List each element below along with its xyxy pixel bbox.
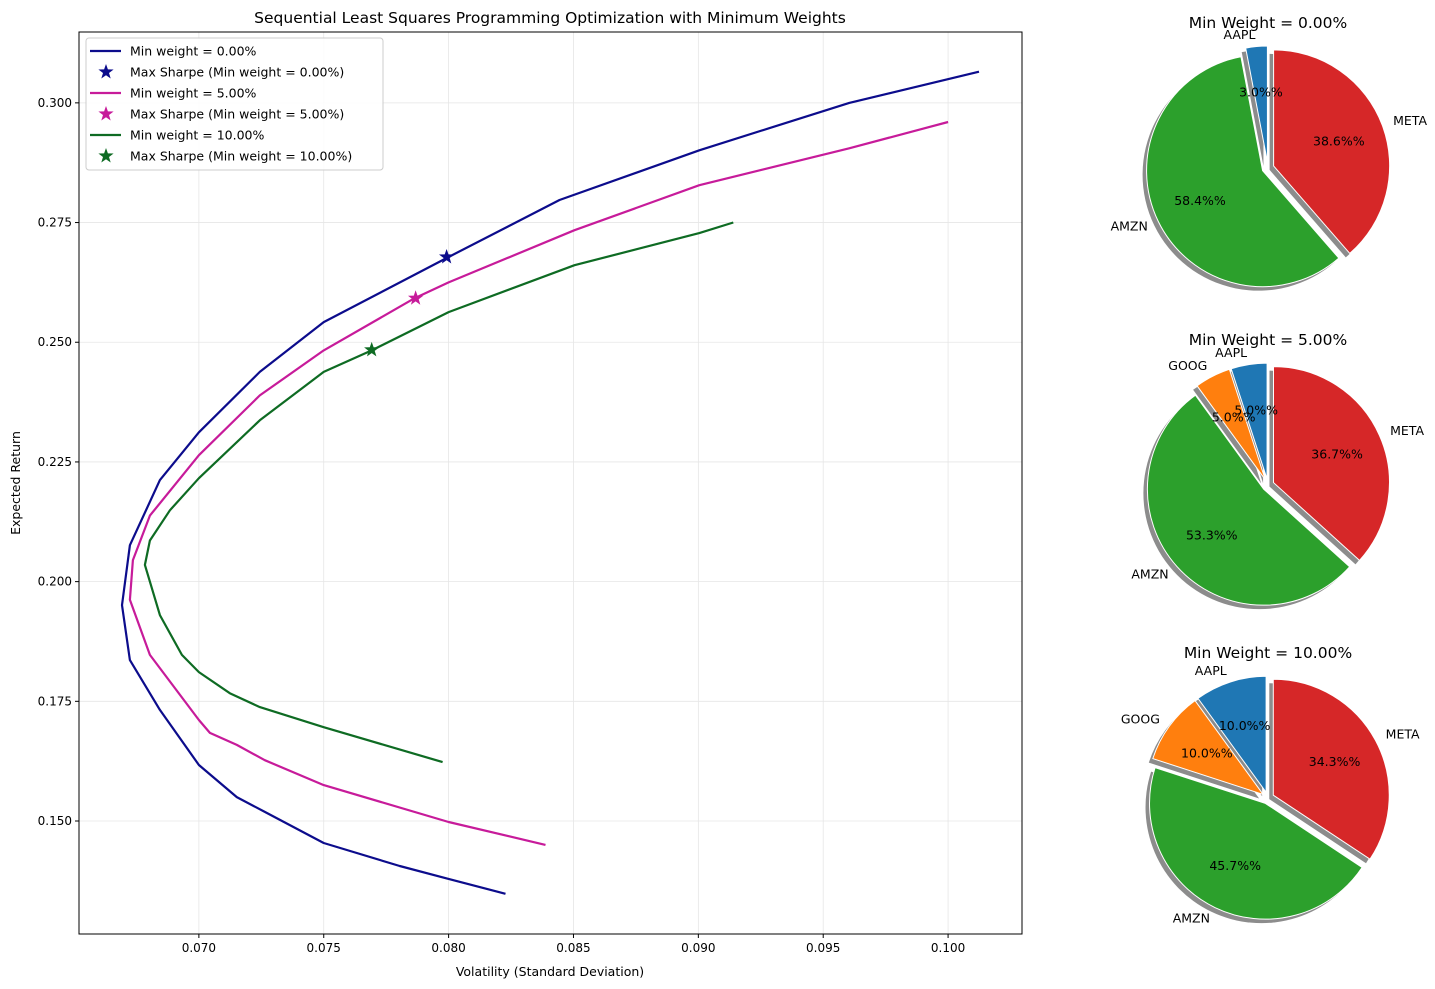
slice-label: AMZN — [1131, 566, 1168, 581]
legend-star-swatch — [98, 106, 114, 121]
x-tick-label: 0.100 — [931, 941, 965, 955]
pie-slice-meta — [1272, 366, 1390, 562]
y-tick-label: 0.200 — [38, 575, 72, 589]
pie-chart-1: Min Weight = 0.00%AAPL 3.0%% AMZN 58.4%% MET… — [1111, 14, 1427, 291]
x-tick-label: 0.085 — [556, 941, 590, 955]
x-axis-label: Volatility (Standard Deviation) — [456, 964, 644, 979]
slice-percent: 10.0%% — [1219, 718, 1271, 733]
slice-percent: 5.0%% — [1212, 410, 1256, 425]
legend-entry: Min weight = 0.00% — [130, 44, 257, 59]
legend-box — [85, 37, 384, 171]
pie-slice-aapl — [1245, 45, 1268, 163]
legend: Min weight = 0.00% Max Sharpe (Min weight… — [85, 37, 384, 171]
slice-label: GOOG — [1121, 711, 1160, 726]
legend-entry: Min weight = 5.00% — [130, 86, 257, 101]
frontier-line-1 — [128, 120, 949, 846]
plot-frame — [78, 31, 1023, 935]
max-sharpe-star-1 — [408, 290, 424, 305]
slice-percent: 36.7%% — [1311, 446, 1363, 461]
slice-label: AMZN — [1111, 218, 1148, 233]
slice-label: META — [1386, 727, 1420, 742]
x-tick-label: 0.070 — [182, 941, 216, 955]
slice-percent: 38.6%% — [1313, 133, 1365, 148]
pie-slice-aapl — [1197, 675, 1267, 794]
max-sharpe-star-2 — [364, 341, 380, 357]
slice-label: AAPL — [1195, 663, 1227, 678]
slice-label: META — [1390, 423, 1424, 438]
pie-slice-goog — [1152, 699, 1265, 796]
slice-label: GOOG — [1168, 358, 1207, 373]
slice-label: AMZN — [1173, 910, 1210, 925]
x-tick-label: 0.090 — [681, 941, 715, 955]
pie-title: Min Weight = 0.00% — [1189, 14, 1348, 32]
slice-percent: 34.3%% — [1309, 754, 1361, 769]
y-tick-label: 0.150 — [38, 814, 72, 828]
slice-percent: 53.3%% — [1186, 528, 1238, 543]
pie-title: Min Weight = 10.00% — [1184, 644, 1352, 662]
y-axis-label: Expected Return — [8, 431, 23, 535]
frontier-plot: Sequential Least Squares Programming Opt… — [8, 9, 1023, 979]
legend-star-swatch — [98, 64, 114, 79]
pie-slice-aapl — [1230, 362, 1268, 480]
slice-percent: 3.0%% — [1239, 85, 1283, 100]
slice-percent: 58.4%% — [1174, 193, 1226, 208]
pie-chart-3: Min Weight = 10.00%AAPL 10.0%% GOOG 10.0%% A… — [1121, 644, 1420, 925]
y-tick-label: 0.250 — [38, 335, 72, 349]
slice-label: AAPL — [1223, 27, 1255, 42]
pie-slice-amzn — [1146, 394, 1351, 606]
y-tick-label: 0.225 — [38, 455, 72, 469]
x-tick-label: 0.075 — [307, 941, 341, 955]
chart-title: Sequential Least Squares Programming Opt… — [254, 9, 846, 27]
pie-slice-meta — [1272, 678, 1390, 860]
slice-percent: 45.7%% — [1209, 858, 1261, 873]
frontier-line-2 — [143, 221, 734, 764]
y-tick-label: 0.275 — [38, 216, 72, 230]
pie-title: Min Weight = 5.00% — [1189, 331, 1348, 349]
pie-slice-goog — [1196, 368, 1266, 480]
pie-slice-amzn — [1146, 56, 1340, 288]
legend-entry: Max Sharpe (Min weight = 10.00%) — [130, 149, 352, 164]
slice-label: AAPL — [1215, 345, 1247, 360]
frontier-line-0 — [120, 70, 980, 895]
max-sharpe-star-0 — [439, 249, 455, 264]
legend-entry: Min weight = 10.00% — [130, 128, 265, 143]
legend-entry: Max Sharpe (Min weight = 0.00%) — [130, 65, 344, 80]
pie-slice-amzn — [1149, 766, 1363, 920]
x-tick-label: 0.080 — [431, 941, 465, 955]
y-tick-label: 0.175 — [38, 694, 72, 708]
y-tick-label: 0.300 — [38, 96, 72, 110]
slice-percent: 5.0%% — [1234, 402, 1278, 417]
x-tick-label: 0.095 — [806, 941, 840, 955]
legend-star-swatch — [98, 148, 114, 163]
pie-slice-meta — [1273, 49, 1391, 255]
pie-chart-2: Min Weight = 5.00%AAPL 5.0%% GOOG 5.0%% AMZN… — [1131, 331, 1424, 610]
slice-percent: 10.0%% — [1181, 746, 1233, 761]
slice-label: META — [1393, 113, 1427, 128]
legend-entry: Max Sharpe (Min weight = 5.00%) — [130, 107, 344, 122]
weight-pies: Min Weight = 0.00%AAPL3.0%%AMZN58.4%%MET… — [1111, 14, 1428, 925]
